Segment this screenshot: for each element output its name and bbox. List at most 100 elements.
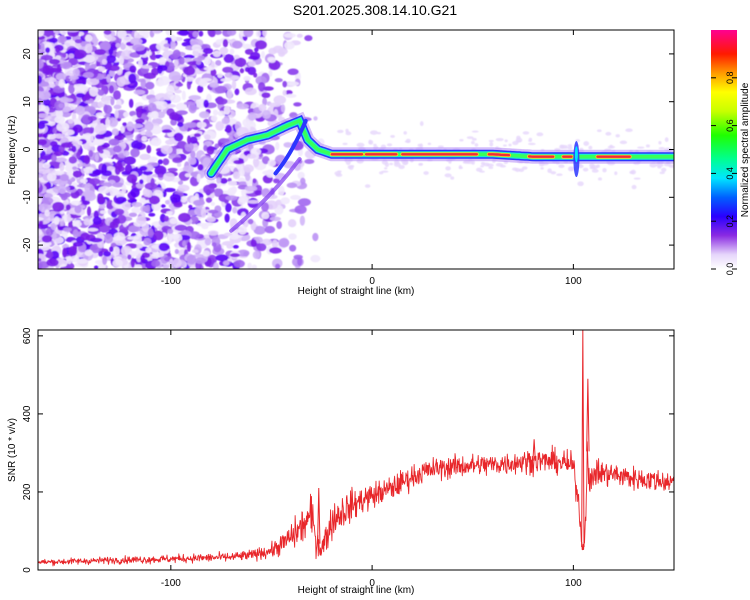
spectrogram-cell <box>66 213 72 223</box>
spectrogram-cell <box>98 204 106 209</box>
spectrogram-cell <box>108 65 120 72</box>
spectrogram-cell <box>147 228 154 238</box>
spectrogram-cell <box>232 171 241 180</box>
spectrogram-cell <box>43 193 54 199</box>
spectrogram-cell <box>198 79 208 87</box>
spectrogram-cell <box>633 177 641 180</box>
spectrogram-cell <box>88 178 101 185</box>
spectrogram-cell <box>267 159 277 167</box>
spectrogram-cell <box>142 170 153 176</box>
spectrogram-y-tick-label: 20 <box>22 48 33 60</box>
spectrogram-cell <box>94 259 105 265</box>
spectrogram-cell <box>151 55 156 61</box>
spectrogram-cell <box>450 176 455 180</box>
spectrogram-cell <box>255 30 261 38</box>
spectrogram-cell <box>193 199 205 206</box>
spectrogram-cell <box>275 141 280 151</box>
spectrogram-cell <box>111 128 119 136</box>
spectrogram-cell <box>225 195 238 201</box>
spectrogram-cell <box>275 263 281 269</box>
spectrogram-cell <box>190 150 196 159</box>
spectrogram-cell <box>122 122 127 127</box>
spectrogram-cell <box>68 53 75 59</box>
spectrogram-cell <box>516 135 521 140</box>
spectrogram-cell <box>244 48 254 55</box>
spectrogram-cell <box>145 247 152 254</box>
spectrogram-cell <box>208 209 219 214</box>
spectrogram-x-tick-label: 0 <box>369 276 375 287</box>
spectrogram-cell <box>140 78 147 89</box>
spectrogram-cell <box>173 202 183 208</box>
spectrogram-cell <box>106 74 111 83</box>
spectrogram-cell <box>166 210 173 215</box>
spectrogram-cell <box>103 30 112 35</box>
spectrogram-cell <box>101 264 106 269</box>
spectrogram-cell <box>182 240 187 247</box>
spectrogram-cell <box>190 38 204 48</box>
spectrogram-cell <box>67 30 80 37</box>
spectrogram-cell <box>252 157 260 168</box>
spectrogram-cell <box>72 241 84 247</box>
spectrogram-cell <box>166 66 174 71</box>
spectrogram-cell <box>180 195 188 203</box>
spectrogram-cell <box>514 167 521 172</box>
spectrogram-cell <box>171 37 177 42</box>
spectrogram-cell <box>219 47 229 55</box>
spectrogram-cell <box>342 142 348 146</box>
spectrogram-cell <box>268 58 276 63</box>
spectrogram-cell <box>345 131 352 136</box>
spectrogram-x-label: Height of straight line (km) <box>298 286 415 297</box>
spectrogram-cell <box>423 171 429 175</box>
spectrogram-cell <box>204 134 211 140</box>
spectrogram-cell <box>417 143 422 147</box>
spectrogram-cell <box>101 142 110 148</box>
spectrogram-cell <box>234 88 240 96</box>
spectrogram-cell <box>112 246 120 257</box>
snr-x-tick-label: 100 <box>565 578 582 589</box>
spectrogram-cell <box>222 241 235 246</box>
spectrogram-cell <box>112 259 124 268</box>
spectrogram-cell <box>105 117 110 128</box>
spectrogram-cell <box>108 85 114 94</box>
spectrogram-cell <box>212 50 222 58</box>
snr-x-tick-label: -100 <box>161 578 181 589</box>
spectrogram-cell <box>62 247 68 258</box>
spectrogram-cell <box>516 140 522 143</box>
spectrogram-cell <box>38 113 49 119</box>
spectrogram-cell <box>160 145 173 155</box>
spectrogram-cell <box>223 105 231 115</box>
spectrogram-cell <box>151 118 163 125</box>
spectrogram-cell <box>668 164 674 168</box>
spectrogram-cell <box>131 123 144 129</box>
spectrogram-cell <box>72 170 83 178</box>
spectrogram-cell <box>68 83 75 94</box>
spectrogram-cell <box>499 164 507 168</box>
spectrogram-cell <box>42 162 51 169</box>
colorbar-label: Normalized spectral amplitude <box>740 82 750 217</box>
spectrogram-cell <box>74 39 83 44</box>
spectrogram-cell <box>126 121 134 132</box>
spectrogram-y-label: Frequency (Hz) <box>7 116 18 185</box>
spectrogram-cell <box>528 142 536 146</box>
spectrogram-y-tick-label: -10 <box>22 190 33 205</box>
spectrogram-cell <box>113 104 122 110</box>
spectrogram-cell <box>95 112 106 117</box>
spectrogram-cell <box>140 254 146 263</box>
spectrogram-cell <box>269 247 282 254</box>
spectrogram-cell <box>92 35 98 45</box>
spectrogram-cell <box>262 30 267 37</box>
spectrogram-cell <box>151 110 159 120</box>
spectrogram-cell <box>86 77 100 86</box>
spectrogram-cell <box>265 169 275 178</box>
spectrogram-cell <box>76 151 81 160</box>
spectrogram-cell <box>191 249 199 254</box>
spectrogram-cell <box>183 54 195 59</box>
spectrogram-cell <box>348 165 354 170</box>
spectrogram-cell <box>167 167 178 172</box>
spectrogram-cell <box>222 260 230 266</box>
spectrogram-cell <box>136 107 143 119</box>
spectrogram-cell <box>62 106 72 113</box>
spectrogram-cell <box>72 220 82 227</box>
spectrogram-cell <box>109 186 115 196</box>
spectrogram-cell <box>607 145 616 149</box>
